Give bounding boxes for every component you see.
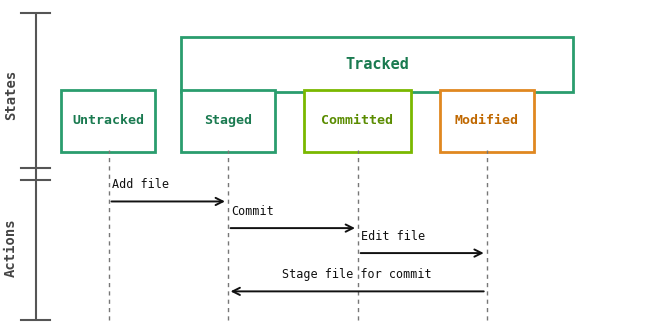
Text: Tracked: Tracked [345,57,409,72]
Text: Committed: Committed [322,114,393,127]
Text: Edit file: Edit file [361,230,425,243]
FancyBboxPatch shape [304,90,411,152]
Text: Staged: Staged [204,114,252,127]
Text: Modified: Modified [455,114,519,127]
FancyBboxPatch shape [181,90,275,152]
Text: Commit: Commit [231,205,274,218]
FancyBboxPatch shape [440,90,534,152]
Text: Untracked: Untracked [72,114,144,127]
Text: Add file: Add file [112,178,169,191]
FancyBboxPatch shape [181,37,573,92]
Text: States: States [4,70,18,120]
Text: Stage file for commit: Stage file for commit [282,268,432,281]
Text: Actions: Actions [4,219,18,277]
FancyBboxPatch shape [61,90,155,152]
